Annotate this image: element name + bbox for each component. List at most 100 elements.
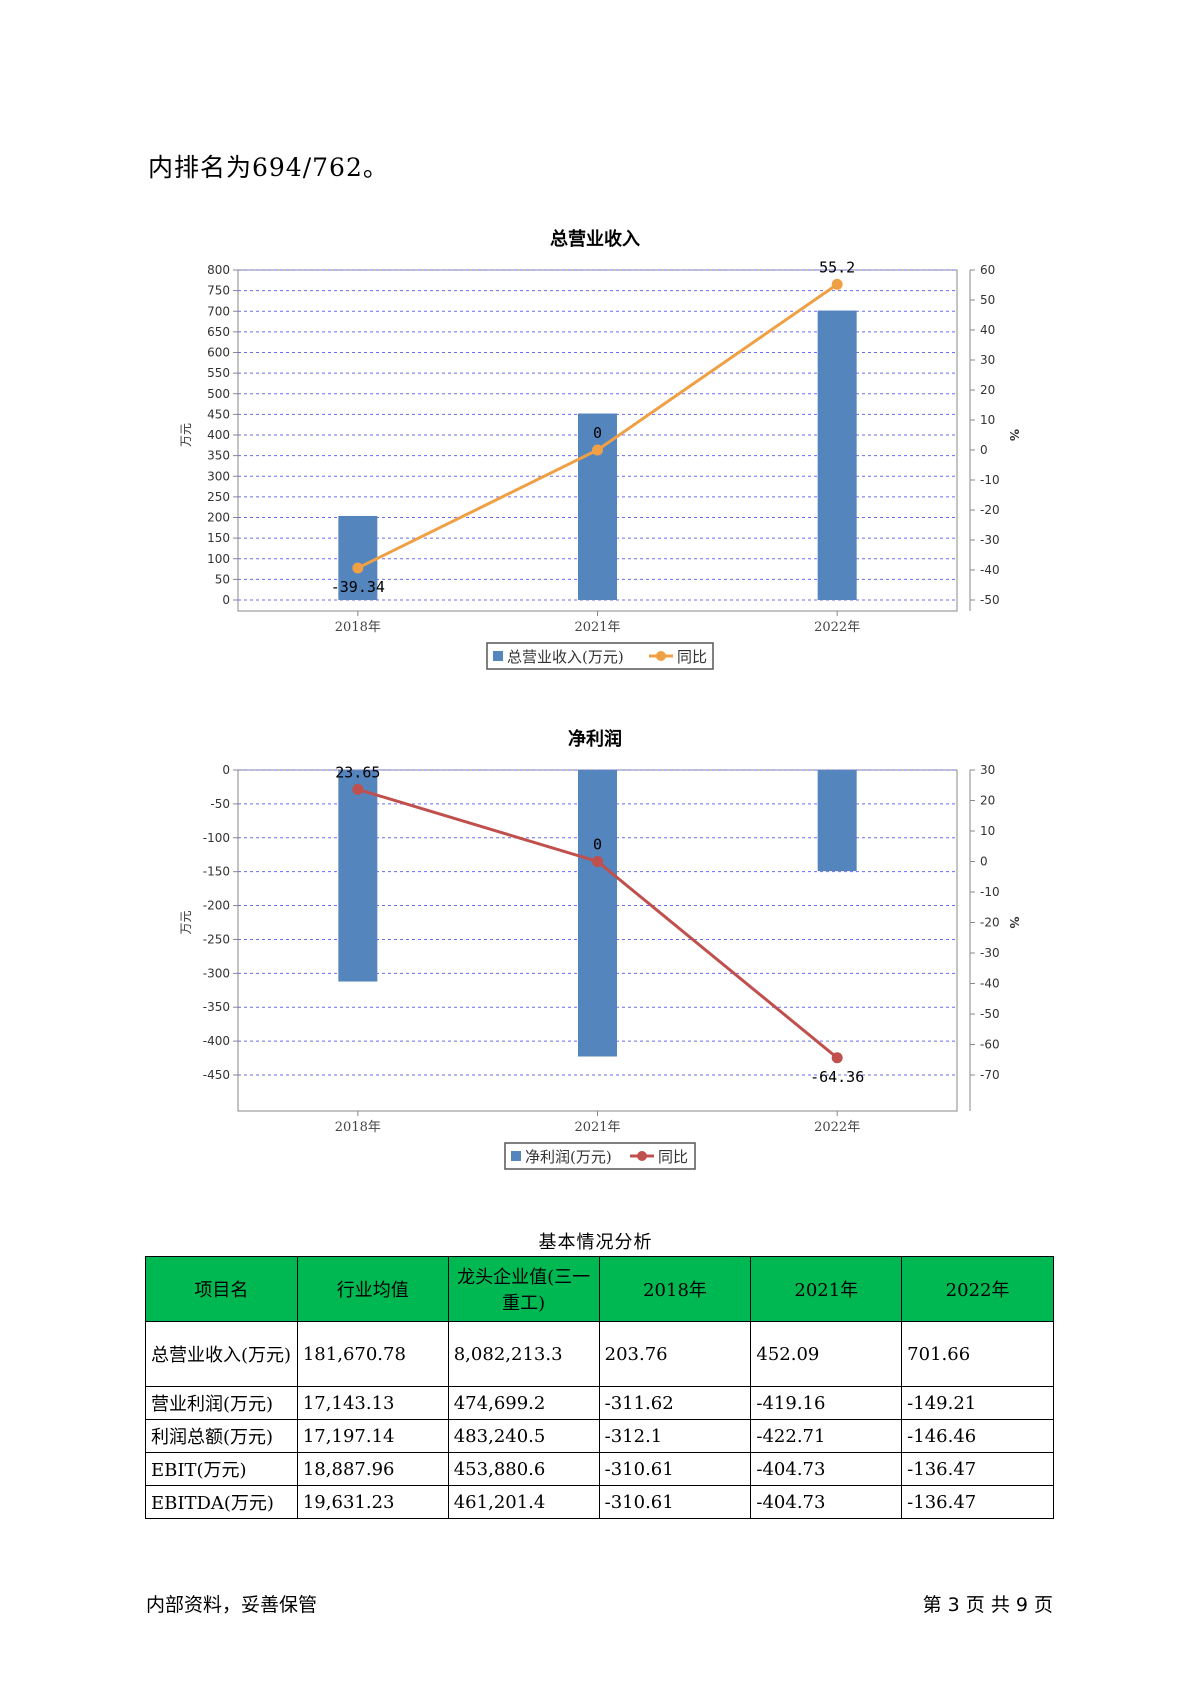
x-tick-label: 2018年: [335, 620, 381, 635]
y-tick-label: 500: [207, 387, 230, 401]
yoy-point: [592, 856, 603, 867]
y-axis-label: 万元: [179, 423, 193, 447]
table-cell: -310.61: [598, 1485, 752, 1519]
table-cell: -311.62: [598, 1386, 752, 1420]
chart-title: 净利润: [568, 728, 622, 750]
table-cell: 营业利润(万元): [145, 1386, 298, 1420]
header-leader-value: 龙头企业值(三一重工): [447, 1256, 600, 1322]
yoy-data-label: -64.36: [810, 1068, 864, 1086]
y-tick-label: 50: [215, 572, 230, 586]
table-cell: EBIT(万元): [145, 1452, 298, 1486]
table-cell: 总营业收入(万元): [145, 1321, 298, 1387]
table-cell: 453,880.6: [447, 1452, 600, 1486]
table-cell: 203.76: [598, 1321, 752, 1387]
y-tick-label: 250: [207, 490, 230, 504]
y-tick-label: -50: [210, 797, 230, 811]
table-cell: 181,670.78: [296, 1321, 449, 1387]
header-item-name: 项目名: [145, 1256, 298, 1322]
yoy-data-label: 0: [593, 424, 602, 442]
table-row: 营业利润(万元) 17,143.13 474,699.2 -311.62 -41…: [145, 1386, 1054, 1420]
legend-box: [486, 642, 714, 670]
y-tick-label: 750: [207, 284, 230, 298]
yoy-point: [352, 783, 364, 795]
y2-axis-label: %: [1007, 916, 1021, 928]
table-cell: -136.47: [901, 1452, 1054, 1486]
y-tick-label: -450: [203, 1068, 230, 1082]
table-cell: -419.16: [750, 1386, 903, 1420]
table-header-row: 项目名 行业均值 龙头企业值(三一重工) 2018年 2021年 2022年: [145, 1256, 1054, 1322]
x-tick-label: 2018年: [335, 1120, 381, 1135]
y2-tick-label: -30: [980, 946, 1000, 960]
footer-confidential-note: 内部资料，妥善保管: [146, 1594, 318, 1616]
x-tick-label: 2022年: [814, 1120, 860, 1135]
footer-page-number: 第 3 页 共 9 页: [922, 1594, 1053, 1616]
table-cell: 452.09: [750, 1321, 903, 1387]
x-tick-label: 2021年: [574, 620, 620, 635]
y2-tick-label: 30: [980, 353, 995, 367]
net-profit-chart-svg: 净利润0-50-100-150-200-250-300-350-400-4503…: [179, 728, 1021, 1170]
y-tick-label: 400: [207, 428, 230, 442]
y-tick-label: 200: [207, 511, 230, 525]
table-cell: -404.73: [750, 1452, 903, 1486]
header-industry-avg: 行业均值: [296, 1256, 449, 1322]
table-cell: 17,143.13: [296, 1386, 449, 1420]
legend-bar-swatch: [511, 1151, 521, 1161]
yoy-point: [592, 444, 603, 456]
legend-line-marker: [656, 651, 666, 661]
yoy-point: [831, 1052, 843, 1064]
yoy-data-label: 55.2: [819, 258, 855, 276]
y2-tick-label: 20: [980, 794, 995, 808]
y-tick-label: 100: [207, 552, 230, 566]
table-caption: 基本情况分析: [538, 1232, 653, 1253]
yoy-data-label: -39.34: [331, 578, 385, 596]
y2-tick-label: -60: [980, 1038, 1000, 1052]
header-2018: 2018年: [598, 1256, 752, 1322]
revenue-chart-svg: 总营业收入05010015020025030035040045050055060…: [179, 228, 1021, 670]
y-tick-label: -250: [203, 932, 230, 946]
y2-tick-label: -40: [980, 563, 1000, 577]
y2-tick-label: -70: [980, 1068, 1000, 1082]
y2-axis-label: %: [1007, 429, 1021, 441]
legend-line-label: 同比: [658, 1148, 688, 1166]
table-cell: -146.46: [901, 1419, 1054, 1453]
y-tick-label: -300: [203, 966, 230, 980]
header-2022: 2022年: [901, 1256, 1054, 1322]
table-cell: 701.66: [901, 1321, 1054, 1387]
y-tick-label: 700: [207, 304, 230, 318]
y2-tick-label: -40: [980, 977, 1000, 991]
table-row: EBIT(万元) 18,887.96 453,880.6 -310.61 -40…: [145, 1452, 1054, 1486]
y2-tick-label: 60: [980, 263, 995, 277]
table-row: EBITDA(万元) 19,631.23 461,201.4 -310.61 -…: [145, 1485, 1054, 1519]
table-cell: -149.21: [901, 1386, 1054, 1420]
y-tick-label: -150: [203, 865, 230, 879]
y-tick-label: 300: [207, 469, 230, 483]
header-2021: 2021年: [750, 1256, 903, 1322]
legend-bar-label: 总营业收入(万元): [507, 648, 624, 666]
y-tick-label: 800: [207, 263, 230, 277]
y2-tick-label: -20: [980, 916, 1000, 930]
table-cell: -310.61: [598, 1452, 752, 1486]
table-cell: 474,699.2: [447, 1386, 600, 1420]
bar: [338, 515, 378, 600]
table-cell: 利润总额(万元): [145, 1419, 298, 1453]
yoy-data-label: 23.65: [335, 763, 380, 781]
bar: [817, 770, 857, 872]
y-axis-label: 万元: [179, 910, 193, 934]
table-cell: -404.73: [750, 1485, 903, 1519]
chart-title: 总营业收入: [550, 228, 640, 250]
table-cell: 483,240.5: [447, 1419, 600, 1453]
table-row: 利润总额(万元) 17,197.14 483,240.5 -312.1 -422…: [145, 1419, 1054, 1453]
y2-tick-label: 10: [980, 824, 995, 838]
y2-tick-label: -10: [980, 885, 1000, 899]
y-tick-label: -400: [203, 1034, 230, 1048]
y2-tick-label: 50: [980, 293, 995, 307]
table-cell: -136.47: [901, 1485, 1054, 1519]
table-cell: EBITDA(万元): [145, 1485, 298, 1519]
table-cell: 8,082,213.3: [447, 1321, 600, 1387]
yoy-point: [352, 562, 364, 574]
y-tick-label: 150: [207, 531, 230, 545]
y-tick-label: -100: [203, 831, 230, 845]
y-tick-label: -350: [203, 1000, 230, 1014]
bar: [338, 770, 378, 982]
y2-tick-label: 0: [980, 855, 988, 869]
